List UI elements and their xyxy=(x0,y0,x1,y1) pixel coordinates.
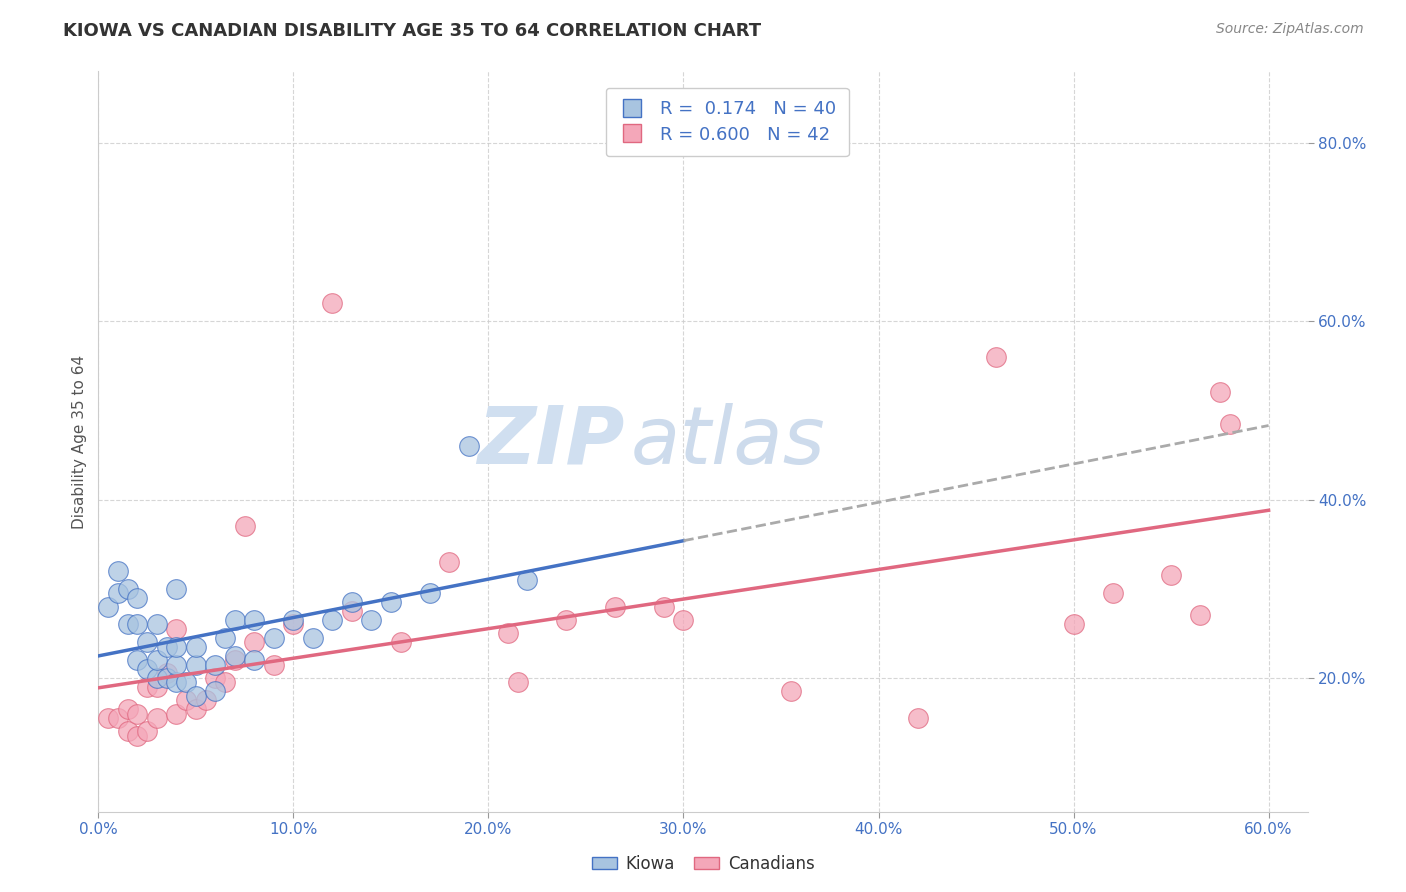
Point xyxy=(360,613,382,627)
Point xyxy=(146,680,169,694)
Point xyxy=(283,617,305,632)
Point xyxy=(165,657,187,672)
Point xyxy=(419,586,441,600)
Point xyxy=(214,631,236,645)
Point xyxy=(605,599,627,614)
Point xyxy=(97,599,120,614)
Point xyxy=(184,657,207,672)
Point xyxy=(243,635,266,649)
Point xyxy=(204,657,226,672)
Point xyxy=(127,591,149,605)
Point xyxy=(127,706,149,721)
Point xyxy=(1209,385,1232,400)
Point xyxy=(117,617,139,632)
Point xyxy=(127,729,149,743)
Point xyxy=(283,613,305,627)
Point xyxy=(165,622,187,636)
Point xyxy=(1063,617,1085,632)
Y-axis label: Disability Age 35 to 64: Disability Age 35 to 64 xyxy=(72,354,87,529)
Point xyxy=(380,595,402,609)
Point xyxy=(439,555,461,569)
Point xyxy=(1101,586,1123,600)
Text: Source: ZipAtlas.com: Source: ZipAtlas.com xyxy=(1216,22,1364,37)
Point xyxy=(136,724,159,739)
Point xyxy=(204,671,226,685)
Point xyxy=(233,519,256,533)
Point xyxy=(146,617,169,632)
Point xyxy=(340,604,363,618)
Point xyxy=(165,582,187,596)
Point xyxy=(224,613,246,627)
Point xyxy=(117,724,139,739)
Legend: Kiowa, Canadians: Kiowa, Canadians xyxy=(585,848,821,880)
Point xyxy=(224,648,246,663)
Point xyxy=(165,706,187,721)
Point xyxy=(146,671,169,685)
Point xyxy=(779,684,801,698)
Point xyxy=(165,640,187,654)
Point xyxy=(156,671,179,685)
Point xyxy=(156,640,179,654)
Point xyxy=(184,689,207,703)
Point xyxy=(321,613,343,627)
Point xyxy=(214,675,236,690)
Point xyxy=(107,564,129,578)
Text: atlas: atlas xyxy=(630,402,825,481)
Point xyxy=(321,296,343,310)
Point xyxy=(496,626,519,640)
Point xyxy=(146,653,169,667)
Point xyxy=(1219,417,1241,431)
Point xyxy=(127,617,149,632)
Point xyxy=(204,684,226,698)
Point xyxy=(146,711,169,725)
Text: ZIP: ZIP xyxy=(477,402,624,481)
Point xyxy=(107,586,129,600)
Point xyxy=(389,635,412,649)
Point xyxy=(224,653,246,667)
Point xyxy=(127,653,149,667)
Point xyxy=(107,711,129,725)
Point xyxy=(1160,568,1182,582)
Point xyxy=(516,573,538,587)
Point xyxy=(652,599,675,614)
Point xyxy=(165,675,187,690)
Point xyxy=(184,640,207,654)
Point xyxy=(184,702,207,716)
Text: KIOWA VS CANADIAN DISABILITY AGE 35 TO 64 CORRELATION CHART: KIOWA VS CANADIAN DISABILITY AGE 35 TO 6… xyxy=(63,22,762,40)
Point xyxy=(243,613,266,627)
Point xyxy=(174,693,197,707)
Point xyxy=(136,635,159,649)
Point xyxy=(302,631,325,645)
Legend: R =  0.174   N = 40, R = 0.600   N = 42: R = 0.174 N = 40, R = 0.600 N = 42 xyxy=(606,87,849,156)
Point xyxy=(136,662,159,676)
Point xyxy=(243,653,266,667)
Point xyxy=(555,613,578,627)
Point xyxy=(458,439,481,453)
Point xyxy=(174,675,197,690)
Point xyxy=(117,582,139,596)
Point xyxy=(984,350,1007,364)
Point xyxy=(907,711,929,725)
Point xyxy=(156,666,179,681)
Point xyxy=(136,680,159,694)
Point xyxy=(263,657,285,672)
Point xyxy=(97,711,120,725)
Point xyxy=(263,631,285,645)
Point xyxy=(672,613,695,627)
Point xyxy=(506,675,529,690)
Point xyxy=(117,702,139,716)
Point xyxy=(1189,608,1212,623)
Point xyxy=(340,595,363,609)
Point xyxy=(194,693,217,707)
